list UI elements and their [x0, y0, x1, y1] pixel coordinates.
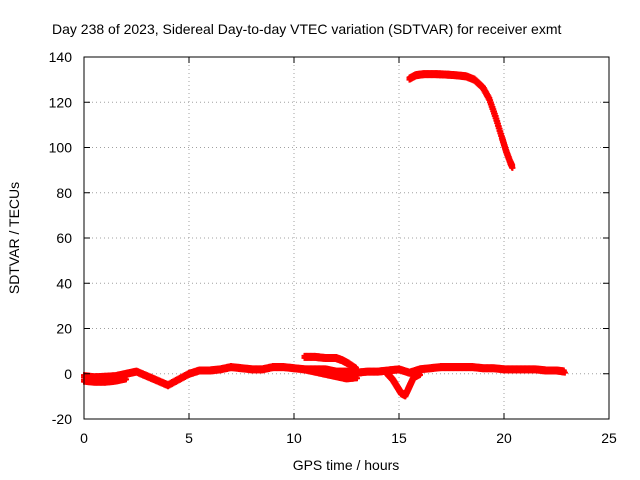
data-point — [354, 367, 360, 374]
y-tick-label: 120 — [49, 94, 73, 110]
y-tick-label: 60 — [56, 230, 72, 246]
data-point — [354, 375, 360, 382]
x-tick-label: 20 — [496, 430, 512, 446]
x-tick-label: 10 — [286, 430, 302, 446]
y-tick-label: 40 — [56, 275, 72, 291]
axis-ticks: 0 5 10 15 20 25 -20 0 20 40 60 80 100 120 140 — [49, 49, 617, 446]
y-tick-label: 0 — [64, 366, 72, 382]
data-point — [509, 164, 516, 171]
chart-title: Day 238 of 2023, Sidereal Day-to-day VTE… — [52, 21, 561, 37]
x-tick-label: 25 — [601, 430, 617, 446]
y-tick-label: -20 — [52, 411, 72, 427]
data-point — [561, 369, 568, 376]
data-point — [417, 371, 423, 378]
y-tick-label: 140 — [49, 49, 73, 65]
x-tick-label: 15 — [391, 430, 407, 446]
y-tick-label: 20 — [56, 321, 72, 337]
data-points — [81, 70, 568, 400]
x-axis-label: GPS time / hours — [293, 457, 400, 473]
y-tick-label: 100 — [49, 140, 73, 156]
gridlines — [84, 57, 609, 419]
x-tick-label: 0 — [80, 430, 88, 446]
y-axis-label: SDTVAR / TECUs — [6, 182, 22, 294]
data-point — [123, 376, 129, 383]
y-tick-label: 80 — [56, 185, 72, 201]
x-tick-label: 5 — [185, 430, 193, 446]
